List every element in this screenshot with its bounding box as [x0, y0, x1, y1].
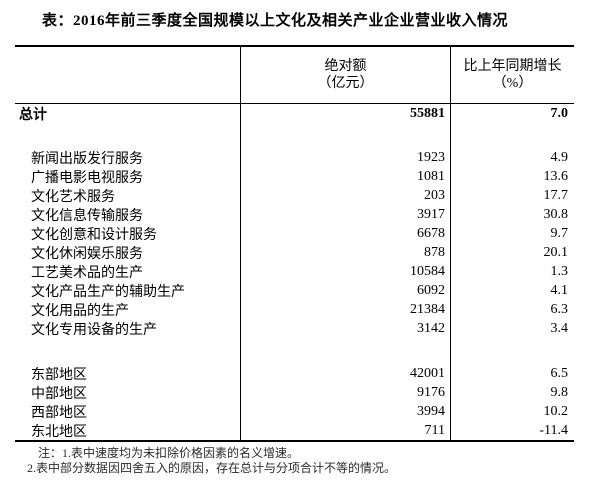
row-growth: 1.3	[450, 262, 574, 281]
table-row-region: 东部地区 42001 6.5	[15, 364, 574, 383]
row-value: 10584	[240, 262, 450, 281]
row-value: 1081	[240, 167, 450, 186]
table-row-total: 总计 55881 7.0	[15, 104, 574, 124]
row-value: 42001	[240, 364, 450, 383]
table-row: 文化专用设备的生产 3142 3.4	[15, 319, 574, 338]
header-value-column: 绝对额 （亿元）	[240, 47, 450, 103]
row-value: 21384	[240, 300, 450, 319]
table-row-region: 西部地区 3994 10.2	[15, 402, 574, 421]
table-row: 文化创意和设计服务 6678 9.7	[15, 224, 574, 243]
header-value-line1: 绝对额	[324, 59, 367, 74]
table-row: 文化用品的生产 21384 6.3	[15, 300, 574, 319]
row-growth: 7.0	[450, 104, 574, 124]
revenue-table: 绝对额 （亿元） 比上年同期增长 （%） 总计 55881 7.0 新闻出版发行…	[15, 45, 574, 442]
row-label: 文化专用设备的生产	[31, 322, 157, 338]
row-label: 东部地区	[31, 367, 87, 383]
header-growth-line2: （%）	[492, 76, 533, 91]
table-header-row: 绝对额 （亿元） 比上年同期增长 （%）	[15, 47, 574, 104]
row-label: 文化创意和设计服务	[31, 227, 157, 243]
row-label: 中部地区	[31, 386, 87, 402]
row-growth: 9.8	[450, 383, 574, 402]
table-row: 新闻出版发行服务 1923 4.9	[15, 148, 574, 167]
row-value: 3142	[240, 319, 450, 338]
row-growth: 9.7	[450, 224, 574, 243]
row-growth: -11.4	[450, 421, 574, 440]
row-value: 6092	[240, 281, 450, 300]
row-value: 6678	[240, 224, 450, 243]
footnote-2: 2.表中部分数据因四舍五入的原因，存在总计与分项合计不等的情况。	[27, 461, 397, 475]
row-label: 文化休闲娱乐服务	[31, 246, 143, 262]
row-label: 文化用品的生产	[31, 303, 129, 319]
row-label: 总计	[19, 108, 47, 123]
row-growth: 30.8	[450, 205, 574, 224]
page-title: 表：2016年前三季度全国规模以上文化及相关产业企业营业收入情况	[42, 13, 509, 29]
header-value-line2: （亿元）	[317, 76, 374, 91]
row-label: 文化艺术服务	[31, 189, 115, 205]
row-label: 文化产品生产的辅助生产	[31, 284, 185, 300]
row-value: 55881	[240, 104, 450, 124]
row-label: 广播电影电视服务	[31, 170, 143, 186]
table-row-region: 中部地区 9176 9.8	[15, 383, 574, 402]
table-footnotes: 注：1.表中速度均为未扣除价格因素的名义增速。 2.表中部分数据因四舍五入的原因…	[0, 446, 396, 475]
row-label: 工艺美术品的生产	[31, 265, 143, 281]
row-value: 3917	[240, 205, 450, 224]
row-growth: 4.9	[450, 148, 574, 167]
header-growth-line1: 比上年同期增长	[463, 59, 562, 74]
row-value: 878	[240, 243, 450, 262]
header-growth-column: 比上年同期增长 （%）	[450, 47, 574, 103]
table-row: 广播电影电视服务 1081 13.6	[15, 167, 574, 186]
row-value: 1923	[240, 148, 450, 167]
row-growth: 10.2	[450, 402, 574, 421]
table-row: 文化艺术服务 203 17.7	[15, 186, 574, 205]
spacer-row	[15, 338, 574, 364]
spacer-row	[15, 124, 574, 148]
row-value: 711	[240, 421, 450, 440]
table-row: 文化休闲娱乐服务 878 20.1	[15, 243, 574, 262]
table-row-region: 东北地区 711 -11.4	[15, 421, 574, 440]
footnote-1: 注：1.表中速度均为未扣除价格因素的名义增速。	[38, 446, 300, 460]
row-growth: 13.6	[450, 167, 574, 186]
row-growth: 6.5	[450, 364, 574, 383]
row-label: 文化信息传输服务	[31, 208, 143, 224]
header-empty-cell	[15, 47, 240, 103]
row-label: 东北地区	[31, 424, 87, 440]
row-growth: 20.1	[450, 243, 574, 262]
table-row: 工艺美术品的生产 10584 1.3	[15, 262, 574, 281]
row-value: 203	[240, 186, 450, 205]
table-row: 文化信息传输服务 3917 30.8	[15, 205, 574, 224]
row-label: 西部地区	[31, 405, 87, 421]
row-growth: 4.1	[450, 281, 574, 300]
row-value: 9176	[240, 383, 450, 402]
row-value: 3994	[240, 402, 450, 421]
table-row: 文化产品生产的辅助生产 6092 4.1	[15, 281, 574, 300]
row-growth: 6.3	[450, 300, 574, 319]
row-growth: 17.7	[450, 186, 574, 205]
row-label: 新闻出版发行服务	[31, 151, 143, 167]
row-growth: 3.4	[450, 319, 574, 338]
